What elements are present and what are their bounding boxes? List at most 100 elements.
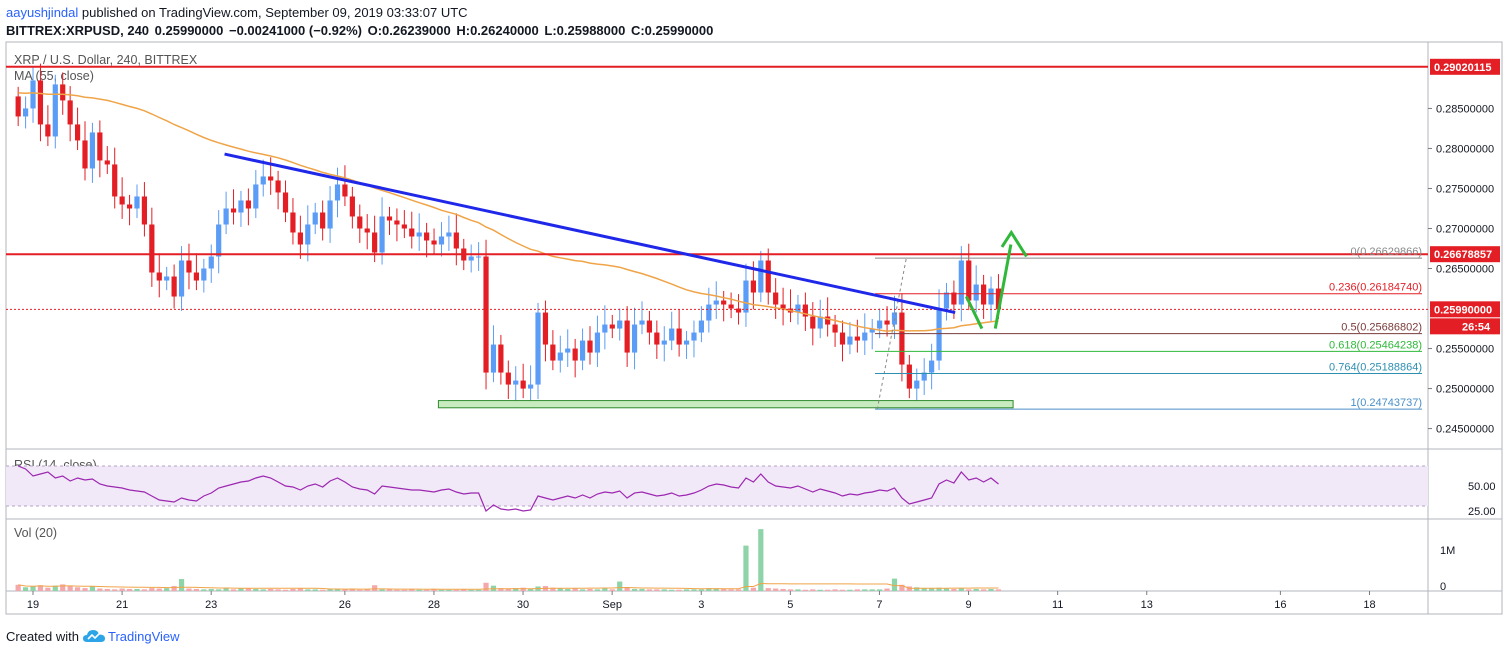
candle-down bbox=[349, 196, 355, 217]
candle-up bbox=[208, 256, 214, 269]
volume-bar bbox=[683, 589, 690, 591]
volume-bar bbox=[787, 589, 794, 591]
volume-bar bbox=[446, 589, 452, 591]
volume-bar bbox=[201, 589, 207, 591]
candle-up bbox=[223, 208, 229, 225]
candle-down bbox=[372, 232, 378, 253]
candle-down bbox=[282, 192, 289, 213]
candle-down bbox=[394, 220, 400, 225]
candle-up bbox=[134, 196, 140, 209]
candle-up bbox=[683, 340, 690, 345]
volume-bar bbox=[765, 588, 771, 591]
time-tick-label: 5 bbox=[787, 599, 793, 611]
candle-up bbox=[30, 80, 36, 109]
candle-down bbox=[275, 180, 281, 193]
ohlc-close: C:0.25990000 bbox=[630, 23, 714, 38]
volume-bar bbox=[728, 589, 734, 591]
price-tick-label: 0.25000000 bbox=[1436, 384, 1494, 396]
candle-up bbox=[468, 256, 474, 261]
candle-down bbox=[82, 140, 88, 169]
volume-bar bbox=[773, 588, 779, 591]
volume-bar bbox=[164, 588, 170, 591]
candle-up bbox=[535, 312, 541, 385]
volume-bar bbox=[735, 589, 742, 591]
candle-down bbox=[126, 204, 133, 209]
price-tick-label: 0.28500000 bbox=[1436, 103, 1494, 115]
volume-bar bbox=[498, 588, 504, 591]
candle-down bbox=[995, 288, 1002, 310]
volume-bar bbox=[839, 589, 846, 591]
author-link[interactable]: aayushjindal bbox=[6, 5, 79, 20]
time-tick-label: 23 bbox=[205, 599, 217, 611]
volume-bar bbox=[958, 588, 964, 591]
candle-down bbox=[424, 232, 430, 241]
ticker-label: BITTREX:XRPUSD, 240 bbox=[6, 23, 150, 38]
volume-bar bbox=[609, 589, 615, 591]
candle-up bbox=[238, 200, 244, 213]
candle-down bbox=[357, 216, 363, 229]
candle-up bbox=[631, 324, 638, 353]
candle-up bbox=[691, 332, 697, 341]
candle-up bbox=[988, 288, 994, 305]
candle-up bbox=[713, 300, 719, 305]
time-tick-label: 13 bbox=[1141, 599, 1153, 611]
volume-bar bbox=[156, 588, 162, 591]
volume-bar bbox=[891, 578, 898, 591]
candle-up bbox=[706, 304, 712, 321]
candle-down bbox=[193, 272, 199, 281]
volume-bar bbox=[379, 589, 385, 591]
volume-bar bbox=[899, 584, 905, 591]
candle-up bbox=[201, 268, 207, 281]
candle-down bbox=[750, 280, 756, 293]
candle-down bbox=[676, 328, 682, 345]
volume-bar bbox=[594, 589, 601, 591]
ohlc-high: H:0.26240000 bbox=[456, 23, 539, 38]
created-with-text: Created with bbox=[6, 629, 79, 644]
tradingview-brand[interactable]: TradingView bbox=[107, 629, 180, 644]
volume-bar bbox=[424, 589, 430, 591]
volume-bar bbox=[52, 585, 58, 591]
volume-bar bbox=[178, 579, 185, 591]
candle-down bbox=[67, 100, 73, 125]
ohlc-open: O:0.26239000 bbox=[367, 23, 451, 38]
volume-bar bbox=[468, 589, 474, 591]
volume-bar bbox=[119, 588, 125, 591]
candle-down bbox=[550, 344, 556, 361]
volume-bar bbox=[438, 589, 445, 591]
candle-down bbox=[386, 216, 393, 221]
support-zone bbox=[437, 400, 1014, 409]
candle-down bbox=[401, 224, 407, 229]
volume-bar bbox=[245, 588, 251, 591]
volume-bar bbox=[966, 589, 972, 591]
candle-down bbox=[290, 212, 296, 233]
volume-bar bbox=[929, 588, 935, 591]
volume-bar bbox=[82, 588, 88, 591]
candle-down bbox=[505, 372, 511, 385]
candle-down bbox=[854, 336, 860, 341]
rise-arrowhead bbox=[1000, 229, 1028, 258]
candle-up bbox=[617, 320, 623, 329]
footer: Created with TradingView bbox=[6, 629, 180, 644]
volume-bar bbox=[802, 589, 808, 591]
volume-bar bbox=[713, 588, 719, 591]
candle-up bbox=[216, 224, 222, 257]
candle-up bbox=[22, 108, 29, 117]
volume-bar bbox=[691, 589, 697, 591]
time-tick-label: Sep bbox=[602, 599, 622, 611]
candles-group bbox=[15, 63, 1002, 402]
volume-bar bbox=[914, 587, 920, 591]
candle-down bbox=[112, 164, 118, 197]
candle-down bbox=[320, 212, 326, 229]
volume-bar bbox=[995, 589, 1002, 591]
candle-up bbox=[52, 84, 58, 137]
candle-down bbox=[884, 320, 890, 325]
volume-bar bbox=[134, 588, 140, 591]
volume-bar bbox=[817, 589, 823, 591]
volume-bar bbox=[646, 589, 653, 591]
volume-bar bbox=[268, 588, 274, 591]
volume-bar bbox=[661, 589, 667, 591]
chart-title: XRP / U.S. Dollar, 240, BITTREX bbox=[14, 53, 198, 67]
candle-down bbox=[483, 256, 489, 373]
volume-bar bbox=[253, 588, 259, 591]
